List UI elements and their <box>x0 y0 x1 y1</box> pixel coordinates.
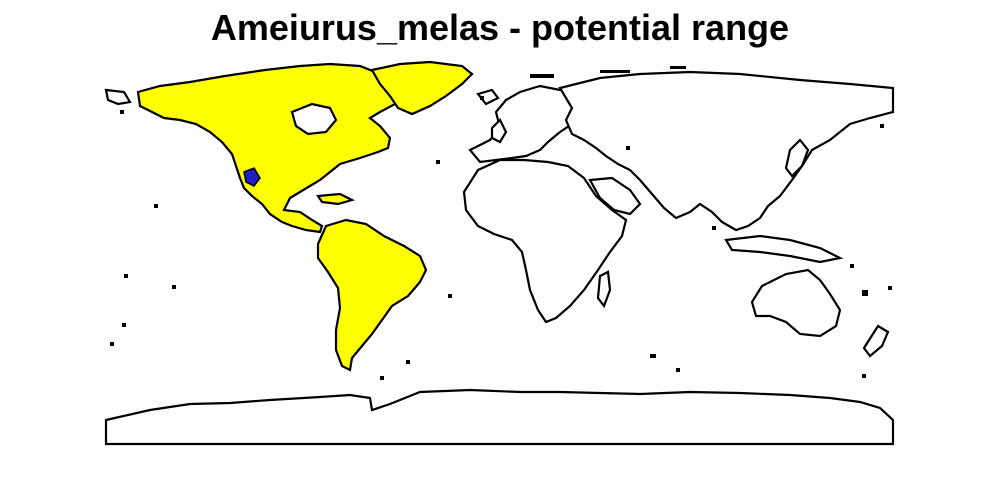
landmass-cuba <box>316 192 356 206</box>
landmass-arabia <box>588 176 642 216</box>
landmass-new-zealand <box>862 324 890 358</box>
native-area-marker <box>243 167 261 187</box>
landmass-asia <box>558 70 895 232</box>
landmass-indonesia <box>724 234 844 264</box>
small-islands <box>110 66 892 380</box>
landmass-madagascar <box>596 270 612 309</box>
landmass-british-isles <box>490 118 508 144</box>
map-title: Ameiurus_melas - potential range <box>210 7 790 48</box>
landmass-north-america <box>136 62 404 234</box>
hudson-bay <box>290 102 338 136</box>
landmass-chukotka <box>104 88 132 106</box>
landmass-japan <box>784 138 810 178</box>
landmass-iceland <box>476 88 500 106</box>
landmass-antarctica <box>104 388 895 446</box>
landmass-south-america <box>316 218 428 372</box>
landmass-australia <box>750 268 842 338</box>
landmass-africa <box>462 158 628 324</box>
landmass-greenland <box>370 60 474 116</box>
